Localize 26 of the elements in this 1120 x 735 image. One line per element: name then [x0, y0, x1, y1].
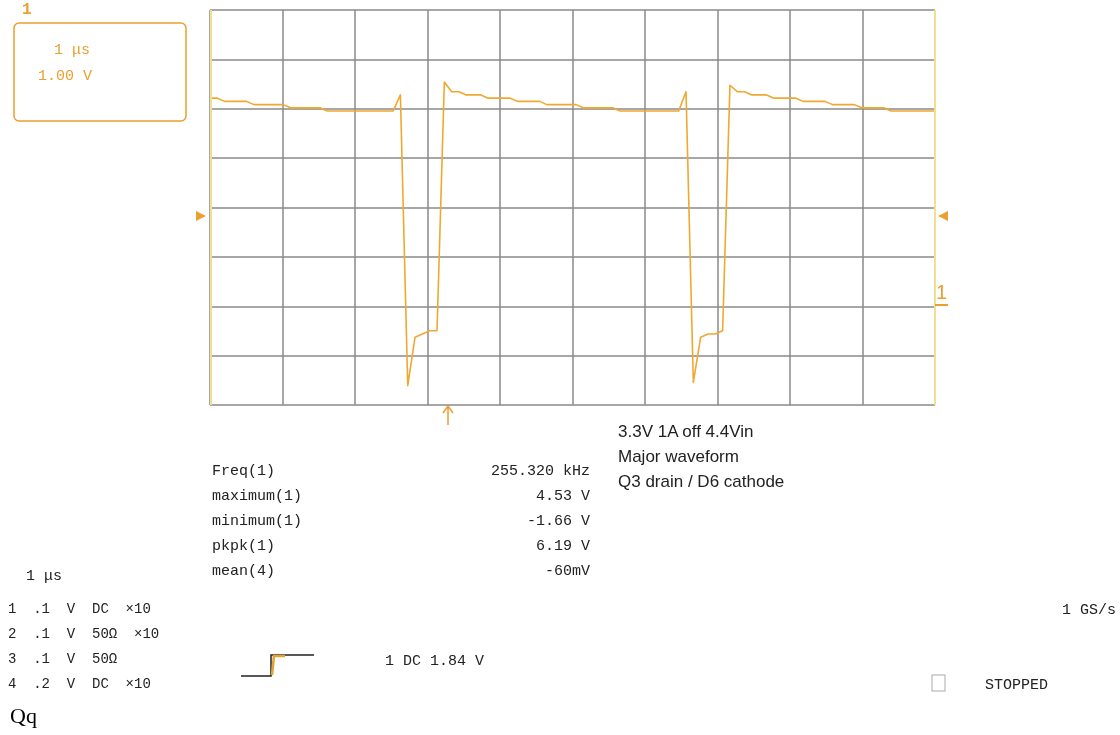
- text: 1 μs: [54, 41, 91, 59]
- text: 2 .1 V 50Ω ×10: [8, 626, 160, 642]
- text: 1: [22, 1, 32, 19]
- text: 1.00 V: [38, 67, 93, 85]
- text: 3.3V 1A off 4.4Vin: [618, 421, 754, 441]
- text: 255.320 kHz: [490, 462, 591, 480]
- text: minimum(1): [212, 512, 303, 530]
- text: maximum(1): [212, 487, 303, 505]
- text: pkpk(1): [212, 537, 276, 555]
- text: 1 .1 V DC ×10: [8, 601, 151, 617]
- text: 1 DC 1.84 V: [385, 652, 485, 670]
- text: Qq: [10, 702, 37, 728]
- text: 1 GS/s: [1061, 601, 1117, 619]
- text: 1 μs: [26, 567, 63, 585]
- text: Major waveform: [618, 446, 739, 466]
- text: 4 .2 V DC ×10: [8, 676, 151, 692]
- text: STOPPED: [985, 676, 1049, 694]
- text: 6.19 V: [535, 537, 591, 555]
- text: -1.66 V: [526, 512, 591, 530]
- text: 4.53 V: [535, 487, 591, 505]
- text: -60mV: [544, 562, 591, 580]
- text: mean(4): [212, 562, 276, 580]
- text: Freq(1): [212, 462, 276, 480]
- text: 3 .1 V 50Ω: [8, 651, 118, 667]
- text: Q3 drain / D6 cathode: [618, 471, 785, 491]
- text: 1: [936, 281, 948, 303]
